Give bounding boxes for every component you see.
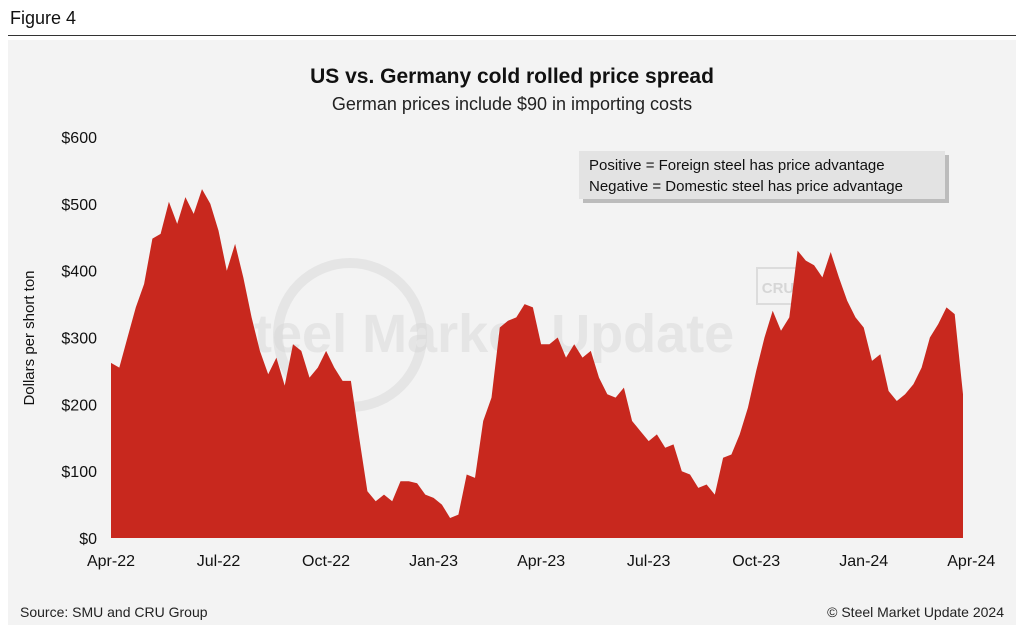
x-tick-label: Oct-23	[732, 553, 780, 570]
copyright-note: © Steel Market Update 2024	[827, 604, 1004, 620]
annotation-box: Positive = Foreign steel has price advan…	[579, 151, 949, 203]
x-tick-label: Apr-22	[87, 553, 135, 570]
x-axis-ticks: Apr-22 Jul-22 Oct-22 Jan-23 Apr-23 Jul-23 Oct-…	[87, 553, 995, 570]
x-tick-label: Jul-22	[197, 553, 241, 570]
y-tick-label: $500	[61, 197, 97, 214]
figure-divider	[8, 35, 1016, 36]
watermark-badge: CRU	[762, 280, 795, 297]
x-tick-label: Jan-23	[409, 553, 458, 570]
x-tick-label: Oct-22	[302, 553, 350, 570]
y-tick-label: $200	[61, 397, 97, 414]
y-tick-label: $0	[79, 531, 97, 548]
chart-subtitle: German prices include $90 in importing c…	[332, 94, 692, 114]
y-axis-label: Dollars per short ton	[21, 270, 38, 405]
y-tick-label: $400	[61, 264, 97, 281]
y-axis-ticks: $0 $100 $200 $300 $400 $500 $600	[61, 130, 97, 548]
x-tick-label: Jan-24	[839, 553, 888, 570]
watermark: Steel Market Update CRU	[218, 258, 800, 412]
chart-title: US vs. Germany cold rolled price spread	[310, 65, 714, 88]
y-tick-label: $600	[61, 130, 97, 147]
annotation-positive: Positive = Foreign steel has price advan…	[589, 157, 885, 174]
x-tick-label: Apr-24	[947, 553, 995, 570]
watermark-text: Steel Market Update	[218, 304, 734, 364]
y-tick-label: $300	[61, 331, 97, 348]
x-tick-label: Jul-23	[627, 553, 671, 570]
y-tick-label: $100	[61, 464, 97, 481]
spread-area	[111, 189, 963, 538]
annotation-background	[579, 151, 945, 199]
source-note: Source: SMU and CRU Group	[20, 604, 208, 620]
figure-label: Figure 4	[10, 8, 77, 28]
annotation-negative: Negative = Domestic steel has price adva…	[589, 178, 903, 195]
x-tick-label: Apr-23	[517, 553, 565, 570]
